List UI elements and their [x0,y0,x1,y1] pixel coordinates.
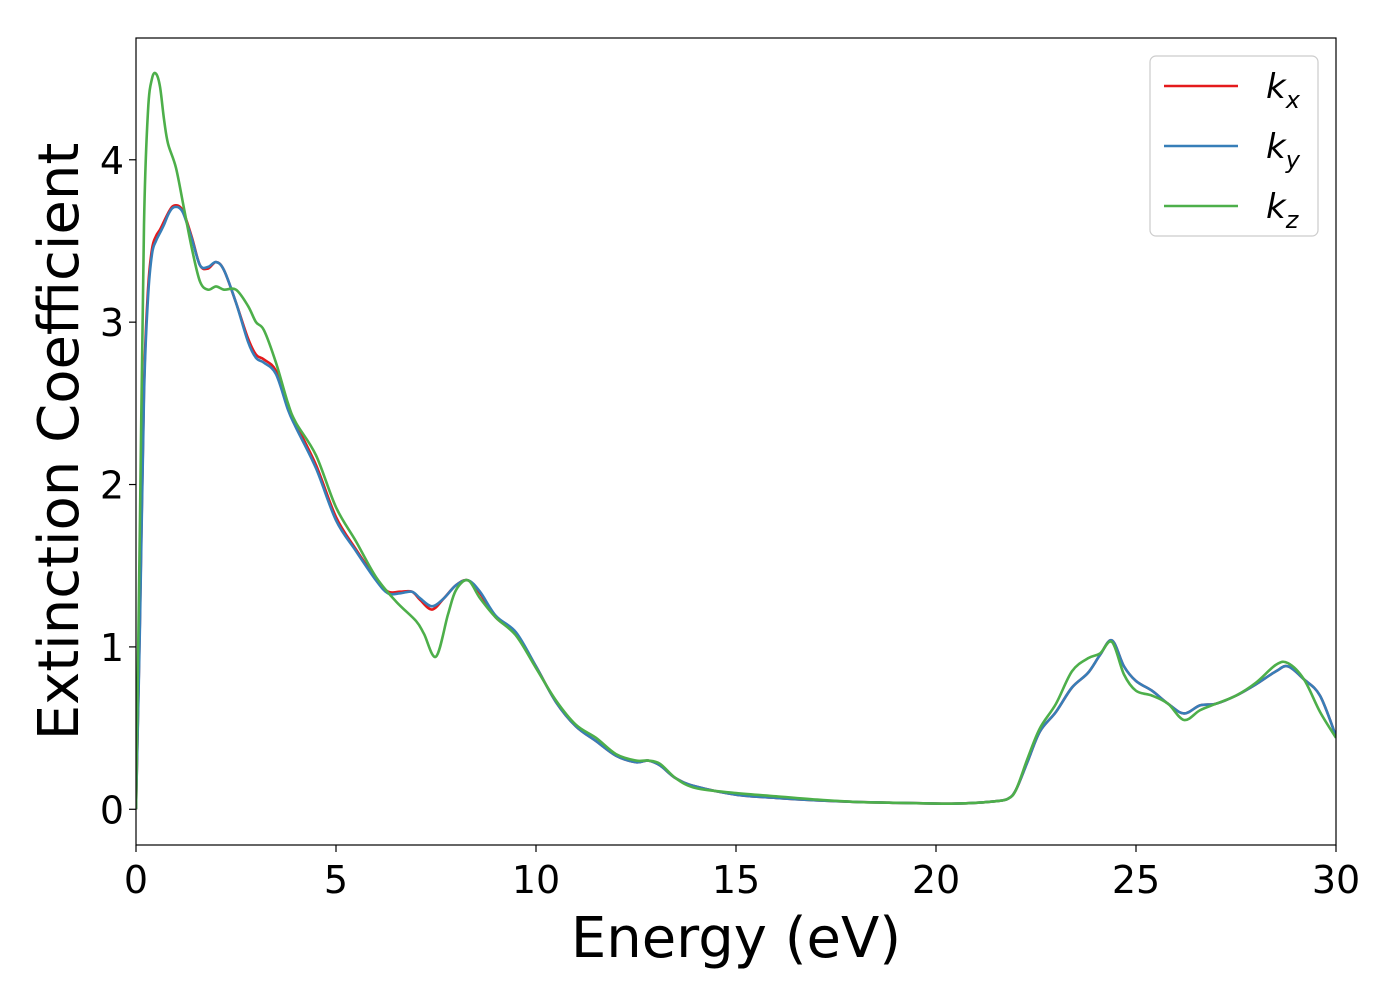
x-tick-label: 30 [1312,858,1360,902]
y-axis: 0 1 2 3 4 [100,139,136,832]
legend-label-base: k [1266,67,1287,107]
y-tick-label: 3 [100,301,124,345]
series-line-z [136,71,1336,810]
legend-label-base: k [1266,127,1287,167]
legend-label-z: kz [1266,187,1300,234]
legend-label-base: k [1266,187,1287,227]
x-tick-label: 20 [912,858,960,902]
legend-label-y: ky [1266,127,1301,174]
y-axis-title: Extinction Coefficient [27,143,92,741]
series-layer [136,71,1336,810]
y-tick-label: 4 [100,139,124,183]
legend-label-subscript: x [1285,86,1301,114]
x-tick-label: 0 [124,858,148,902]
x-tick-label: 15 [712,858,760,902]
legend-label-subscript: z [1285,206,1300,234]
legend-label-x: kx [1266,67,1301,114]
x-tick-label: 10 [512,858,560,902]
y-tick-label: 2 [100,464,124,508]
x-axis: 0 5 10 15 20 25 30 [124,845,1360,902]
x-tick-label: 5 [324,858,348,902]
x-tick-label: 25 [1112,858,1160,902]
y-tick-label: 0 [100,788,124,832]
legend-label-subscript: y [1285,146,1301,174]
x-axis-title: Energy (eV) [571,906,901,971]
y-tick-label: 1 [100,626,124,670]
